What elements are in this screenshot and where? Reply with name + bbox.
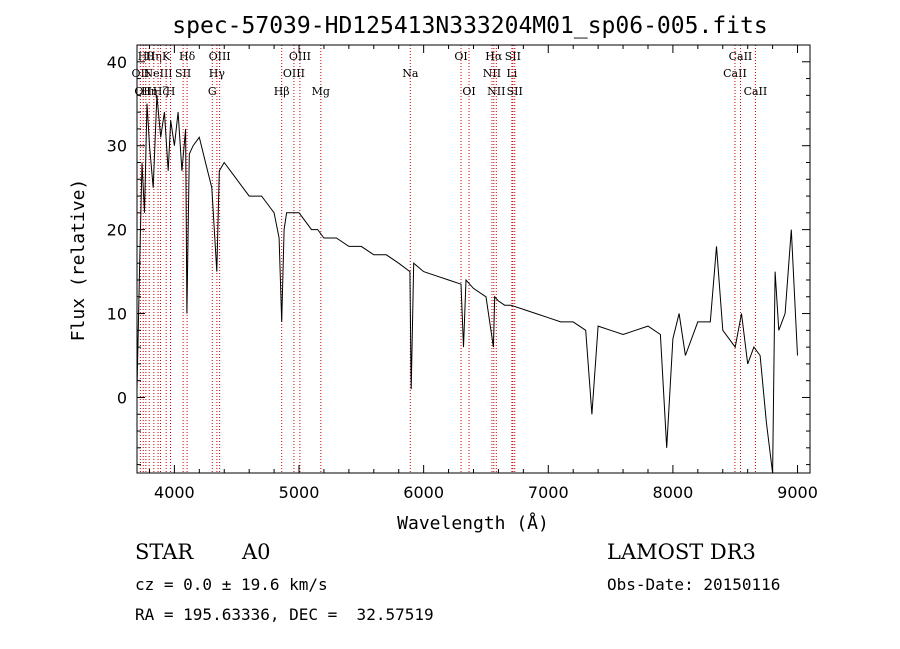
line-label: SII [505,50,521,63]
line-label: G [208,85,217,98]
y-tick-label: 40 [107,53,127,72]
line-label: OII [132,67,150,80]
line-label: CaII [723,67,747,80]
object-class: STAR [135,540,194,564]
line-label: Hβ [274,85,290,98]
line-label: OII [134,85,152,98]
line-label: SII [507,85,523,98]
y-axis-ticks: 0 10 20 30 40 [107,44,810,466]
line-label: Li [506,67,517,80]
y-tick-label: 10 [107,305,127,324]
line-label: OIII [289,50,311,63]
line-label: NeIII [143,67,172,80]
x-tick-label: 5000 [279,483,320,502]
y-tick-label: 30 [107,137,127,156]
object-subclass: A0 [242,540,271,564]
y-axis-label: Flux (relative) [68,179,89,342]
x-tick-label: 6000 [403,483,444,502]
line-label: Hδ [179,50,196,63]
x-axis-ticks: 4000 5000 6000 7000 8000 9000 [148,45,818,502]
line-label: NII [487,85,505,98]
x-tick-label: 8000 [653,483,694,502]
plot-frame [136,44,811,474]
line-label: CaII [729,50,753,63]
flux-series-line [136,95,798,474]
series-layer [136,95,798,474]
obs-date-text: Obs-Date: 20150116 [607,575,781,594]
y-tick-label: 20 [107,221,127,240]
redshift-text: cz = 0.0 ± 19.6 km/s [135,575,328,594]
survey-name: LAMOST DR3 [607,540,756,564]
x-tick-label: 9000 [777,483,818,502]
line-label: Na [402,67,419,80]
line-label: Hγ [209,67,226,80]
line-label: Hα [485,50,503,63]
line-label: OI [454,50,467,63]
line-label: H [166,85,176,98]
line-label: SII [175,67,191,80]
x-axis-label: Wavelength (Å) [397,512,549,534]
chart-title: spec-57039-HD125413N333204M01_sp06-005.f… [172,13,767,39]
coordinates-text: RA = 195.63336, DEC = 32.57519 [135,605,434,624]
line-label: K [162,50,171,63]
y-tick-label: 0 [117,388,127,407]
x-tick-label: 4000 [154,483,195,502]
line-label: Hζ [153,85,169,98]
line-label: CaII [744,85,768,98]
emission-lines-layer: OIIOIIHθHηHηNeIIIHζKHSIIHδGHγOIIIHβOIIIO… [132,45,768,473]
line-label: NII [483,67,501,80]
line-label: OIII [283,67,305,80]
line-label: Hθ [138,50,155,63]
line-label: OI [462,85,475,98]
line-label: Hη [146,50,162,63]
line-label: Hη [141,85,157,98]
x-tick-label: 7000 [528,483,569,502]
line-label: Mg [312,85,330,98]
line-label: OIII [209,50,231,63]
